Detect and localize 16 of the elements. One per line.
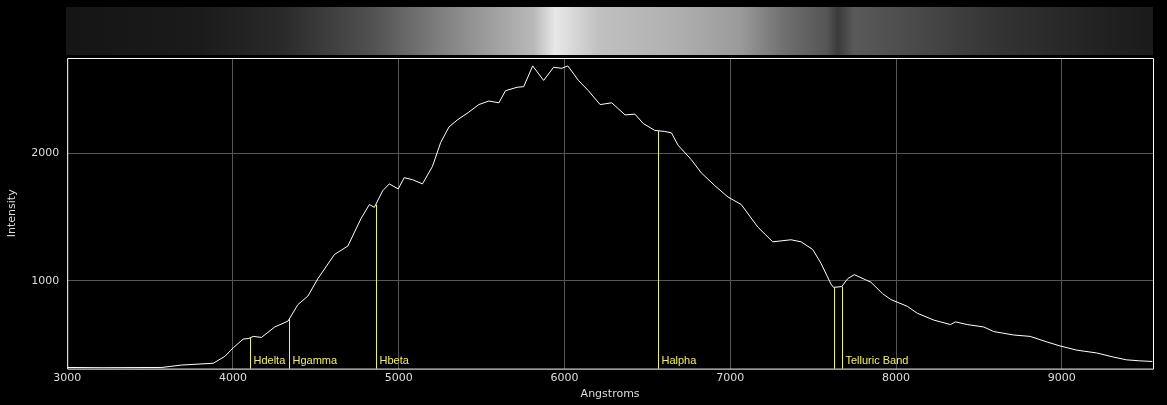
x-tick-label: 9000 (1047, 371, 1076, 385)
ref-line-label: Hbeta (379, 354, 410, 367)
ref-line-label: Halpha (661, 354, 698, 367)
x-tick-label: 8000 (882, 371, 911, 385)
x-tick-label: 7000 (716, 371, 745, 385)
x-tick-label: 5000 (384, 371, 413, 385)
x-tick-label: 6000 (550, 371, 579, 385)
y-tick-label: 2000 (31, 146, 60, 160)
x-axis-title: Angstroms (580, 387, 640, 401)
y-axis-title: Intensity (5, 188, 19, 238)
ref-line-label: Telluric Band (845, 354, 909, 367)
y-tick-label: 1000 (31, 273, 60, 287)
x-tick-label: 4000 (218, 371, 247, 385)
ref-line-label: Hdelta (253, 354, 287, 367)
ref-line-label: Hgamma (292, 354, 339, 367)
x-tick-label: 3000 (53, 371, 82, 385)
